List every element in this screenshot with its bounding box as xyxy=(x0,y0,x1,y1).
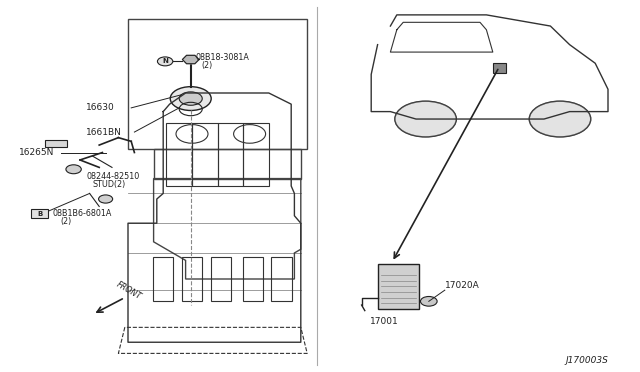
Circle shape xyxy=(157,57,173,66)
Bar xyxy=(243,257,263,301)
Bar xyxy=(243,123,269,186)
Circle shape xyxy=(99,195,113,203)
Text: 16265N: 16265N xyxy=(19,148,54,157)
Bar xyxy=(153,257,173,301)
Bar xyxy=(45,140,67,147)
Circle shape xyxy=(420,296,437,306)
Bar xyxy=(378,264,419,309)
Text: 17020A: 17020A xyxy=(445,281,479,290)
Bar xyxy=(182,257,202,301)
Text: FRONT: FRONT xyxy=(115,280,143,301)
Bar xyxy=(211,257,231,301)
Circle shape xyxy=(395,101,456,137)
Circle shape xyxy=(179,92,202,105)
Text: 08244-82510: 08244-82510 xyxy=(86,172,140,181)
Bar xyxy=(192,123,218,186)
Bar xyxy=(218,123,243,186)
Text: J170003S: J170003S xyxy=(565,356,608,365)
Text: STUD(2): STUD(2) xyxy=(93,180,126,189)
Text: 17001: 17001 xyxy=(369,317,398,326)
Text: (2): (2) xyxy=(202,61,213,70)
Circle shape xyxy=(170,87,211,110)
FancyBboxPatch shape xyxy=(31,209,48,218)
Circle shape xyxy=(529,101,591,137)
Bar xyxy=(271,257,292,301)
Text: N: N xyxy=(162,58,168,64)
Text: 08B18-3081A: 08B18-3081A xyxy=(195,53,249,62)
Text: (2): (2) xyxy=(61,217,72,226)
Bar xyxy=(493,63,506,73)
Text: 08B1B6-6801A: 08B1B6-6801A xyxy=(52,209,112,218)
Text: 1661BN: 1661BN xyxy=(86,128,122,137)
Text: 16630: 16630 xyxy=(86,103,115,112)
Polygon shape xyxy=(182,55,199,64)
Bar xyxy=(166,123,192,186)
Text: B: B xyxy=(37,211,42,217)
Circle shape xyxy=(66,165,81,174)
